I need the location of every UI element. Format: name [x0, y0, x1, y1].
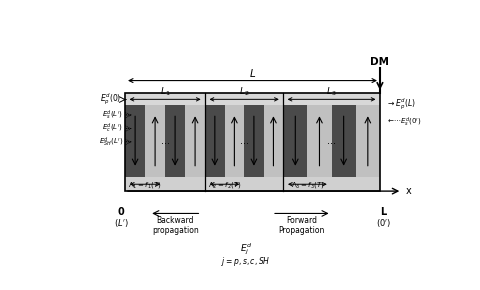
- Text: $E_c^d(L^\prime)$: $E_c^d(L^\prime)$: [102, 122, 123, 135]
- Text: $E_j^d$: $E_j^d$: [240, 241, 252, 257]
- Text: ···: ···: [123, 112, 132, 118]
- Bar: [356, 105, 380, 177]
- Bar: [125, 105, 145, 177]
- Bar: [264, 105, 283, 177]
- Text: $L_2$: $L_2$: [239, 86, 249, 98]
- Bar: [125, 93, 380, 191]
- Bar: [332, 105, 356, 177]
- Text: ···: ···: [123, 139, 132, 145]
- Text: $\Lambda_2=f_2(T)$: $\Lambda_2=f_2(T)$: [208, 180, 241, 190]
- Bar: [165, 105, 185, 177]
- Text: $E_{SH}^d(L^\prime)$: $E_{SH}^d(L^\prime)$: [99, 135, 123, 149]
- Text: $\mathbf{0}$: $\mathbf{0}$: [117, 204, 126, 217]
- Text: $\Lambda_3=f_3(T)$: $\Lambda_3=f_3(T)$: [290, 180, 324, 190]
- Text: $\Lambda_1=f_1(T)$: $\Lambda_1=f_1(T)$: [128, 180, 162, 190]
- Text: $L$: $L$: [249, 67, 256, 79]
- Bar: [145, 105, 165, 177]
- Text: Backward
propagation: Backward propagation: [152, 216, 199, 235]
- Text: $\leftarrow\!\cdots E_s^d(0^\prime)$: $\leftarrow\!\cdots E_s^d(0^\prime)$: [385, 115, 421, 128]
- Text: DM: DM: [371, 57, 389, 67]
- Text: ...: ...: [161, 136, 169, 146]
- Text: $E_s^d(L^\prime)$: $E_s^d(L^\prime)$: [102, 108, 123, 122]
- Text: $j=p,s,c,SH$: $j=p,s,c,SH$: [221, 255, 271, 268]
- Text: $\mathbf{L}$: $\mathbf{L}$: [380, 204, 388, 217]
- Bar: [283, 105, 307, 177]
- Text: $E_p^d(0)$: $E_p^d(0)$: [100, 92, 121, 107]
- Text: $L_1$: $L_1$: [160, 86, 170, 98]
- Text: Forward
Propagation: Forward Propagation: [278, 216, 325, 235]
- Text: x: x: [406, 186, 412, 196]
- Text: $L_3$: $L_3$: [326, 86, 337, 98]
- Text: $(L^\prime)$: $(L^\prime)$: [114, 217, 129, 229]
- Bar: [125, 93, 380, 105]
- Bar: [125, 177, 380, 191]
- Bar: [205, 105, 225, 177]
- Text: ···: ···: [123, 126, 132, 132]
- Bar: [185, 105, 205, 177]
- Bar: [125, 93, 380, 191]
- Bar: [225, 105, 244, 177]
- Text: ...: ...: [240, 136, 249, 146]
- Text: ...: ...: [327, 136, 336, 146]
- Bar: [307, 105, 332, 177]
- Text: $\rightarrow E_p^d(L)$: $\rightarrow E_p^d(L)$: [385, 96, 416, 112]
- Text: $(0^\prime)$: $(0^\prime)$: [376, 217, 391, 229]
- Bar: [244, 105, 264, 177]
